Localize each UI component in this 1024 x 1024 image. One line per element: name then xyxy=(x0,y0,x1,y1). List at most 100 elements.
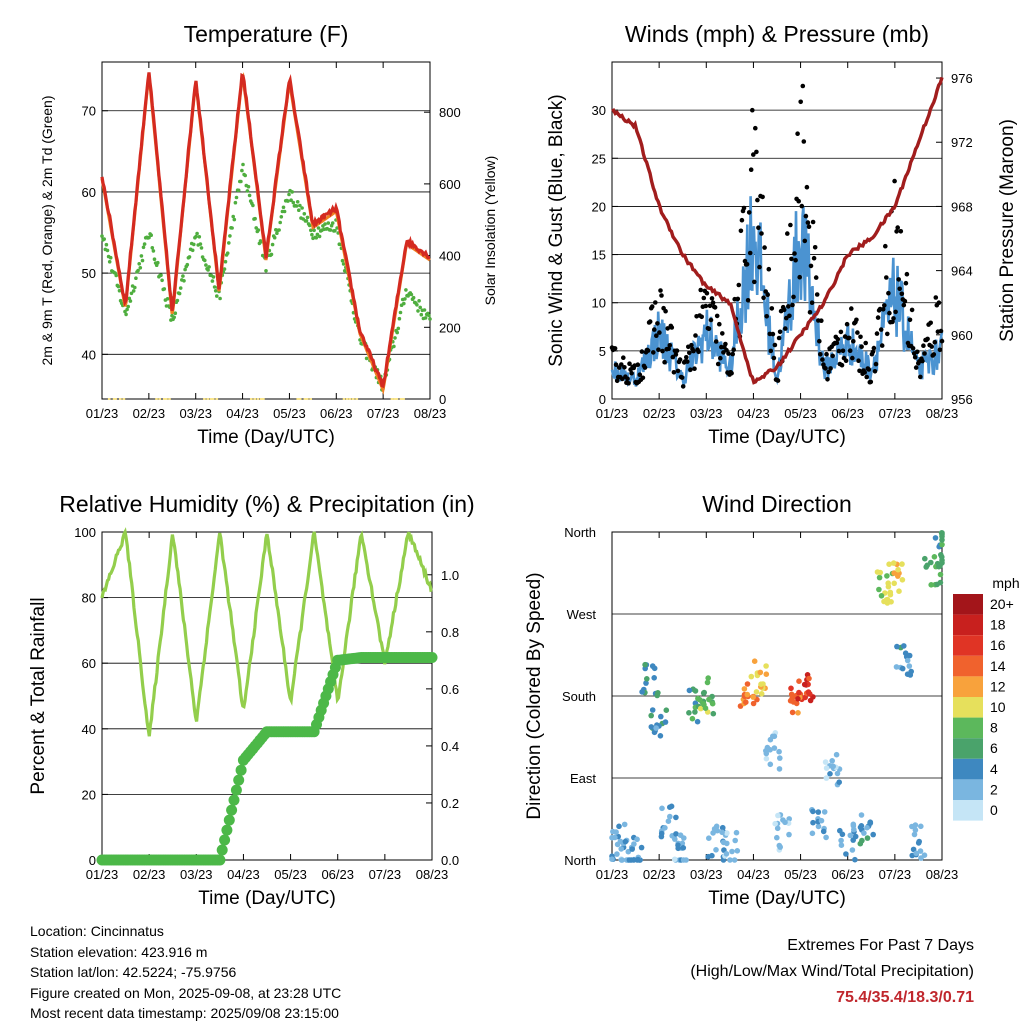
direction-point xyxy=(706,696,712,703)
direction-y-tick-label: West xyxy=(567,607,597,622)
direction-point xyxy=(758,691,765,697)
dewpoint-point xyxy=(233,200,238,205)
gust-point xyxy=(788,222,793,228)
direction-point xyxy=(677,832,684,838)
gust-point xyxy=(622,365,627,370)
gust-point xyxy=(909,307,915,313)
direction-point xyxy=(622,838,629,845)
gust-point xyxy=(804,184,810,190)
gust-point xyxy=(713,339,719,344)
gust-point xyxy=(817,338,822,344)
direction-y-tick-label: North xyxy=(564,525,596,540)
gust-point xyxy=(898,229,904,234)
direction-point xyxy=(648,712,654,719)
temp-x-tick-label: 03/23 xyxy=(179,406,212,421)
direction-point xyxy=(767,761,774,768)
direction-point xyxy=(673,831,679,837)
direction-point xyxy=(923,564,929,570)
gust-point xyxy=(629,370,634,376)
dewpoint-point xyxy=(156,260,160,265)
direction-x-tick-label: 01/23 xyxy=(596,867,629,882)
temp-right-tick-label: 400 xyxy=(439,249,461,264)
direction-point xyxy=(838,837,844,844)
dewpoint-point xyxy=(403,297,407,301)
gust-point xyxy=(806,224,812,229)
dewpoint-point xyxy=(409,292,414,297)
created-text: Figure created on Mon, 2025-09-08, at 23… xyxy=(30,984,342,1001)
gust-point xyxy=(746,210,752,215)
dewpoint-point xyxy=(340,258,345,263)
dewpoint-point xyxy=(147,235,151,240)
dewpoint-point xyxy=(182,279,186,283)
direction-point xyxy=(823,834,829,841)
temp-y-tick-label: 60 xyxy=(82,185,96,200)
gust-point xyxy=(693,333,698,338)
direction-point xyxy=(635,856,641,863)
dewpoint-point xyxy=(138,266,143,270)
precipitation-point xyxy=(235,764,247,776)
precipitation-point xyxy=(228,794,240,806)
direction-point xyxy=(885,583,892,590)
direction-point xyxy=(631,841,637,847)
gust-point xyxy=(701,295,707,301)
dewpoint-point xyxy=(317,234,322,239)
direction-point xyxy=(893,664,900,670)
gust-point xyxy=(679,375,685,380)
gust-point xyxy=(753,125,758,131)
dewpoint-point xyxy=(302,212,307,216)
gust-point xyxy=(654,333,659,339)
humidity-y-axis-label: Percent & Total Rainfall xyxy=(28,597,49,794)
dewpoint-point xyxy=(152,257,157,262)
direction-point xyxy=(651,675,657,681)
direction-point xyxy=(878,593,885,599)
dewpoint-point xyxy=(245,189,250,193)
dewpoint-point xyxy=(364,356,369,361)
recent-text: Most recent data timestamp: 2025/09/08 2… xyxy=(30,1005,339,1021)
gust-point xyxy=(687,350,692,356)
direction-point xyxy=(729,848,735,855)
winds-y-tick-label: 20 xyxy=(592,199,606,214)
direction-point xyxy=(915,840,922,846)
gust-point xyxy=(680,384,686,389)
direction-point xyxy=(890,560,897,566)
direction-point xyxy=(659,805,665,812)
dewpoint-point xyxy=(287,192,291,197)
direction-point xyxy=(634,836,640,843)
direction-point xyxy=(776,766,783,772)
temp-right-tick-label: 800 xyxy=(439,105,461,120)
dewpoint-point xyxy=(173,311,178,316)
gust-point xyxy=(640,375,646,381)
direction-point xyxy=(692,709,698,715)
legend-label: 0 xyxy=(990,802,998,818)
precipitation-point xyxy=(221,824,233,836)
dewpoint-point xyxy=(127,296,132,301)
gust-point xyxy=(775,378,781,383)
gust-point xyxy=(862,370,867,375)
dewpoint-point xyxy=(295,200,300,204)
gust-point xyxy=(807,310,813,315)
gust-point xyxy=(731,347,736,353)
direction-point xyxy=(904,671,911,677)
direction-point xyxy=(643,680,649,686)
gust-point xyxy=(921,343,926,349)
direction-point xyxy=(706,835,712,841)
gust-point xyxy=(899,291,905,297)
gust-point xyxy=(810,219,816,225)
dewpoint-point xyxy=(175,298,180,303)
dewpoint-point xyxy=(117,288,122,293)
dewpoint-point xyxy=(281,205,286,210)
dewpoint-point xyxy=(195,231,199,236)
legend-label: 10 xyxy=(990,699,1006,715)
direction-point xyxy=(686,687,693,694)
gust-point xyxy=(878,327,884,332)
dewpoint-point xyxy=(137,262,141,266)
direction-point xyxy=(775,812,781,819)
direction-point xyxy=(704,679,711,686)
direction-point xyxy=(852,856,858,863)
dewpoint-point xyxy=(228,234,232,238)
direction-point xyxy=(668,803,675,810)
dewpoint-point xyxy=(204,263,208,267)
dewpoint-point xyxy=(275,231,279,235)
dewpoint-point xyxy=(139,254,144,258)
direction-point xyxy=(663,707,670,713)
